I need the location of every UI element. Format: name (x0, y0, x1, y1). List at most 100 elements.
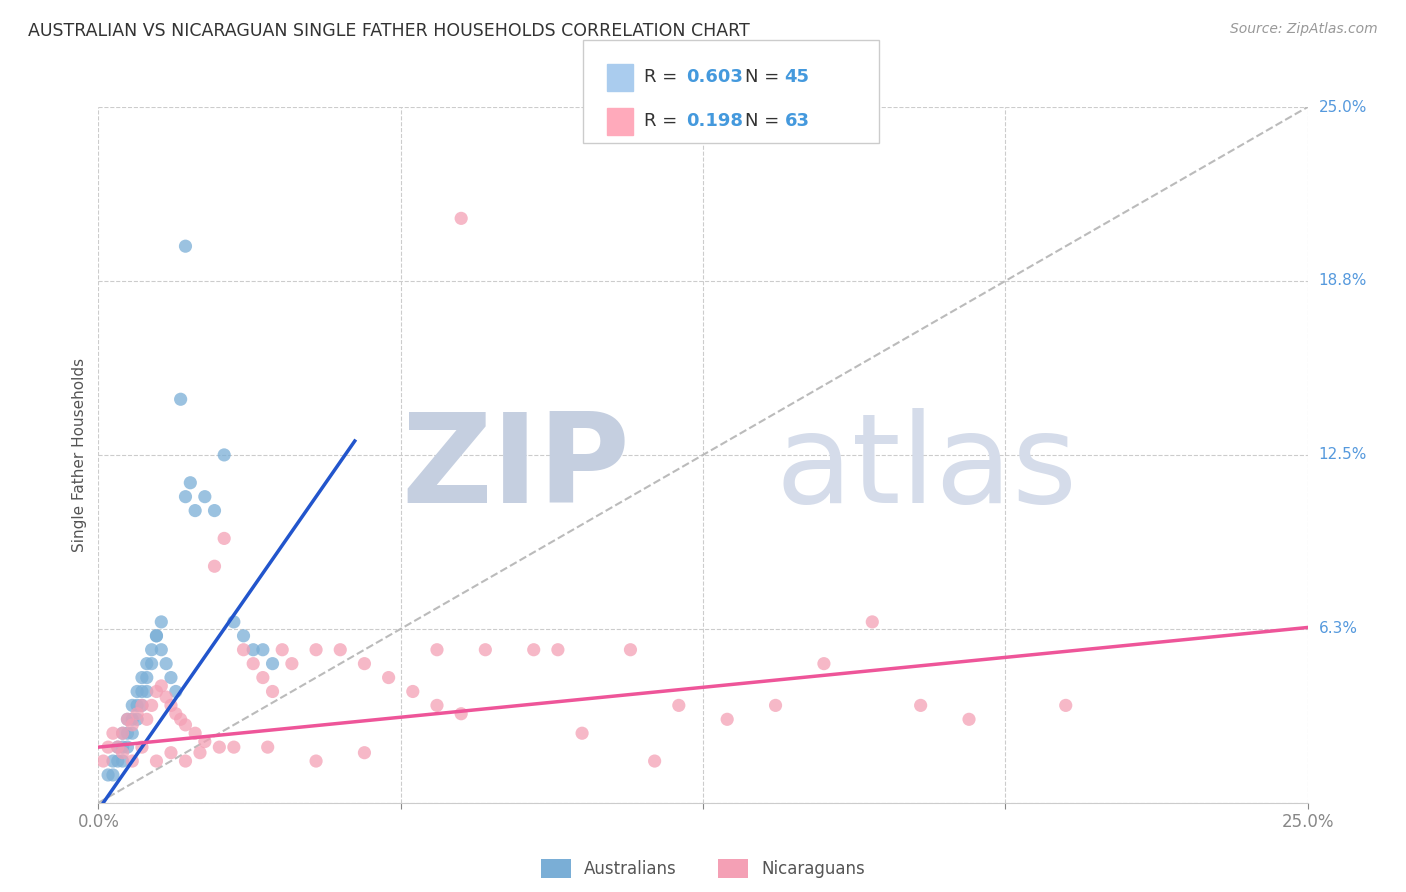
Point (169, 392, 191, 407)
Point (1054, 698, 1077, 713)
Point (377, 671, 399, 685)
Text: 0.198: 0.198 (686, 112, 744, 130)
Text: Source: ZipAtlas.com: Source: ZipAtlas.com (1230, 22, 1378, 37)
Point (242, 657, 264, 671)
Point (131, 671, 153, 685)
Point (179, 475, 201, 490)
Point (426, 642, 449, 657)
Text: 6.3%: 6.3% (1319, 622, 1358, 636)
Point (160, 746, 183, 760)
Point (107, 740, 129, 755)
Point (107, 740, 129, 755)
Point (252, 671, 274, 685)
Point (174, 754, 197, 768)
Point (101, 768, 124, 782)
Point (212, 448, 235, 462)
Point (222, 740, 245, 755)
Point (97, 768, 120, 782)
Point (145, 754, 167, 768)
Point (188, 746, 211, 760)
Text: ZIP: ZIP (402, 409, 630, 529)
Point (150, 642, 173, 657)
Point (194, 734, 217, 748)
Point (145, 684, 167, 698)
Point (353, 746, 375, 760)
Point (174, 718, 197, 732)
Text: 12.5%: 12.5% (1319, 448, 1367, 462)
Point (957, 712, 980, 726)
Point (619, 642, 641, 657)
Point (127, 712, 149, 726)
Point (101, 754, 124, 768)
Point (121, 754, 143, 768)
Point (121, 726, 143, 740)
Point (232, 629, 254, 643)
Point (860, 615, 883, 629)
Point (141, 657, 163, 671)
Point (474, 642, 496, 657)
Point (91, 754, 114, 768)
Point (305, 642, 328, 657)
Point (117, 726, 139, 740)
Point (402, 684, 425, 698)
Point (204, 503, 226, 517)
Point (121, 712, 143, 726)
Text: 18.8%: 18.8% (1319, 274, 1367, 288)
Point (150, 615, 173, 629)
Point (262, 684, 284, 698)
Point (450, 211, 472, 226)
Point (813, 657, 835, 671)
Point (117, 712, 139, 726)
Point (150, 679, 173, 693)
Point (135, 671, 157, 685)
Point (281, 657, 304, 671)
Point (222, 615, 245, 629)
Text: atlas: atlas (776, 409, 1077, 529)
Point (256, 740, 278, 755)
Point (111, 746, 134, 760)
Point (127, 684, 149, 698)
Point (127, 706, 149, 721)
Point (155, 690, 177, 704)
Point (111, 740, 134, 755)
Point (450, 706, 472, 721)
Point (141, 642, 163, 657)
Point (135, 657, 157, 671)
Point (208, 740, 231, 755)
Point (204, 559, 226, 574)
Point (716, 712, 738, 726)
Text: 25.0%: 25.0% (1319, 100, 1367, 114)
Point (184, 503, 207, 517)
Point (547, 642, 569, 657)
Point (305, 754, 328, 768)
Point (644, 754, 666, 768)
Point (127, 698, 149, 713)
Point (242, 642, 264, 657)
Text: N =: N = (745, 69, 785, 87)
Point (111, 726, 134, 740)
Point (131, 740, 153, 755)
Point (523, 642, 546, 657)
Point (145, 629, 167, 643)
Point (145, 629, 167, 643)
Point (271, 642, 294, 657)
Point (117, 740, 139, 755)
Legend: Australians, Nicaraguans: Australians, Nicaraguans (534, 853, 872, 885)
Point (232, 642, 254, 657)
Y-axis label: Single Father Households: Single Father Households (72, 358, 87, 552)
Point (426, 698, 449, 713)
Point (194, 490, 217, 504)
Point (107, 754, 129, 768)
Point (97, 740, 120, 755)
Point (117, 712, 139, 726)
Text: AUSTRALIAN VS NICARAGUAN SINGLE FATHER HOUSEHOLDS CORRELATION CHART: AUSTRALIAN VS NICARAGUAN SINGLE FATHER H… (28, 22, 749, 40)
Text: 63: 63 (785, 112, 810, 130)
Point (141, 698, 163, 713)
Point (184, 726, 207, 740)
Text: R =: R = (644, 112, 683, 130)
Point (111, 754, 134, 768)
Point (668, 698, 690, 713)
Point (131, 698, 153, 713)
Point (353, 657, 375, 671)
Text: 0.603: 0.603 (686, 69, 742, 87)
